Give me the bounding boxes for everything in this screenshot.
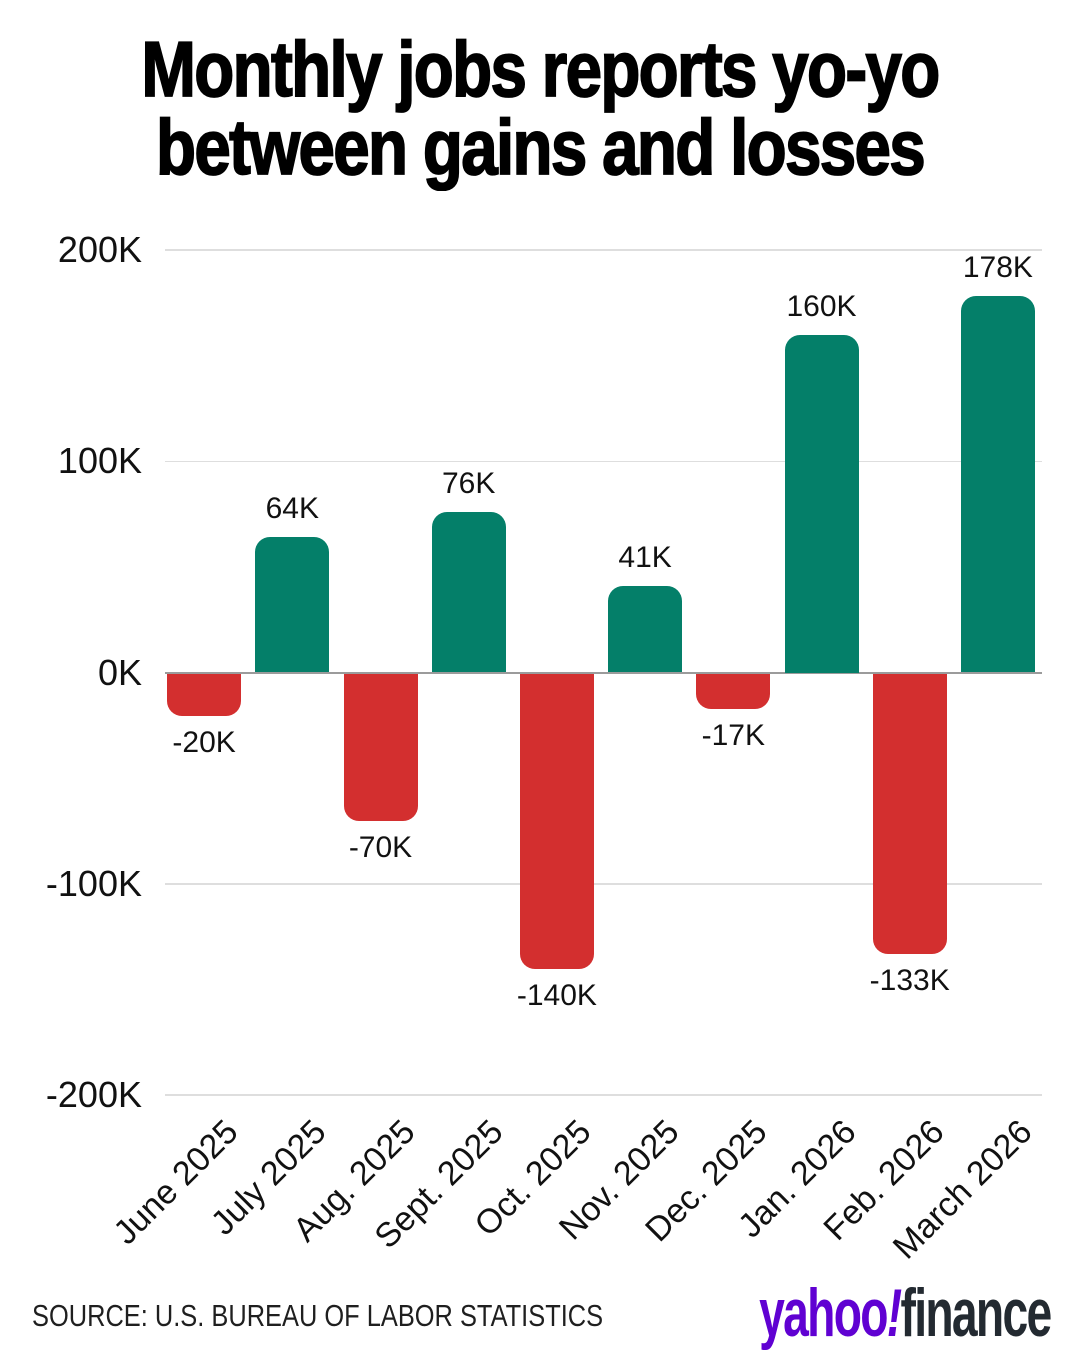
- bar-value-label-july-2025: 64K: [265, 492, 319, 526]
- y-axis-tick-label: 0K: [97, 651, 142, 693]
- chart-title: Monthly jobs reports yo-yo between gains …: [86, 29, 993, 187]
- y-axis-tick-label: -100K: [45, 862, 142, 904]
- yahoo-exclamation: !: [886, 1275, 901, 1350]
- bar-value-label-jan-2026: 160K: [786, 289, 857, 323]
- gridline: [165, 1094, 1042, 1096]
- bar-jan-2026: [784, 334, 859, 673]
- source-text: SOURCE: U.S. BUREAU OF LABOR STATISTICS: [32, 1298, 604, 1333]
- chart-title-line2: between gains and losses: [155, 103, 926, 191]
- bar-june-2025: [167, 673, 242, 716]
- zero-baseline: [165, 671, 1042, 674]
- y-axis-tick-label: -200K: [45, 1074, 142, 1115]
- gridline: [165, 883, 1042, 885]
- bar-value-label-march-2026: 178K: [962, 251, 1033, 285]
- bar-value-label-sept-2025: 76K: [441, 466, 496, 500]
- gridline: [165, 460, 1042, 462]
- bar-value-label-oct-2025: -140K: [516, 979, 597, 1013]
- bar-feb-2026: [872, 673, 947, 955]
- bar-value-label-june-2025: -20K: [172, 725, 236, 759]
- yahoo-wordmark: yahoo: [758, 1275, 888, 1350]
- bar-value-label-feb-2026: -133K: [869, 964, 950, 998]
- bar-oct-2025: [519, 673, 594, 970]
- bar-value-label-nov-2025: 41K: [618, 540, 672, 574]
- bar-march-2026: [960, 296, 1035, 673]
- finance-wordmark: finance: [900, 1275, 1052, 1350]
- bar-aug-2025: [343, 673, 418, 822]
- gridline: [165, 249, 1042, 251]
- bar-sept-2025: [431, 511, 506, 673]
- yahoo-finance-logo: yahoo!finance: [759, 1279, 1052, 1347]
- bar-dec-2025: [696, 673, 771, 710]
- bar-july-2025: [255, 537, 330, 673]
- y-axis-tick-label: 100K: [57, 440, 142, 482]
- bar-nov-2025: [608, 585, 683, 673]
- bar-value-label-dec-2025: -17K: [701, 719, 765, 753]
- chart-title-line1: Monthly jobs reports yo-yo: [141, 25, 941, 113]
- bar-value-label-aug-2025: -70K: [348, 831, 413, 865]
- y-axis-tick-label: 200K: [57, 229, 142, 270]
